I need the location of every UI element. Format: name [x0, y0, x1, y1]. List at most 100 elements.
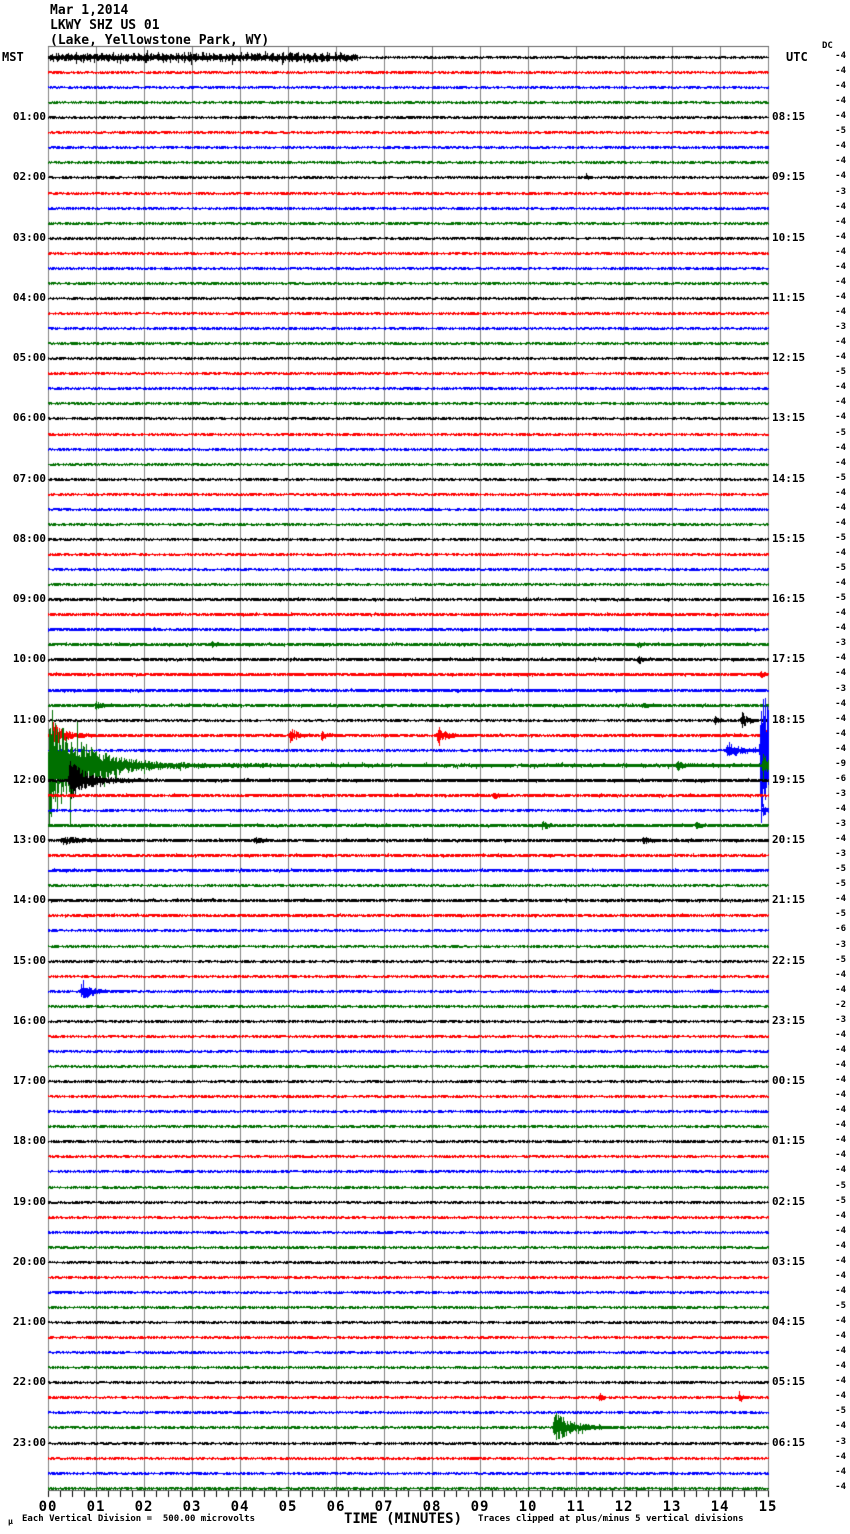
dc-offset-value: -4 — [835, 217, 846, 227]
utc-hour-label: 22:15 — [772, 954, 806, 967]
dc-offset-value: -5 — [835, 1196, 846, 1206]
utc-hour-label: 06:15 — [772, 1436, 806, 1449]
clip-note: Traces clipped at plus/minus 5 vertical … — [478, 1514, 744, 1524]
utc-hour-label: 19:15 — [772, 773, 806, 786]
minute-tick-label: 12 — [614, 1499, 634, 1515]
dc-offset-value: -4 — [835, 744, 846, 754]
dc-offset-value: -4 — [835, 985, 846, 995]
left-timezone-label: MST — [2, 50, 24, 64]
dc-offset-value: -4 — [835, 1075, 846, 1085]
dc-offset-value: -3 — [835, 1437, 846, 1447]
dc-offset-value: -3 — [835, 638, 846, 648]
dc-offset-value: -4 — [835, 1286, 846, 1296]
dc-offset-value: -4 — [835, 699, 846, 709]
dc-offset-value: -4 — [835, 1135, 846, 1145]
dc-offset-value: -4 — [835, 382, 846, 392]
mst-hour-label: 20:00 — [12, 1255, 46, 1268]
utc-hour-label: 12:15 — [772, 351, 806, 364]
dc-offset-value: -4 — [835, 1346, 846, 1356]
dc-offset-value: -5 — [835, 1406, 846, 1416]
dc-offset-value: -4 — [835, 503, 846, 513]
minute-tick-label: 11 — [566, 1499, 586, 1515]
dc-offset-value: -4 — [835, 1452, 846, 1462]
dc-offset-value: -4 — [835, 277, 846, 287]
utc-hour-label: 17:15 — [772, 652, 806, 665]
minute-tick-label: 03 — [182, 1499, 202, 1515]
record-date: Mar 1,2014 — [50, 3, 129, 18]
x-axis-title: TIME (MINUTES) — [344, 1511, 463, 1527]
dc-offset-value: -5 — [835, 126, 846, 136]
utc-hour-label: 05:15 — [772, 1375, 806, 1388]
dc-offset-value: -4 — [835, 1030, 846, 1040]
dc-offset-value: -6 — [835, 774, 846, 784]
minute-tick-label: 04 — [230, 1499, 250, 1515]
dc-offset-value: -4 — [835, 307, 846, 317]
utc-hour-label: 09:15 — [772, 170, 806, 183]
mst-hour-label: 12:00 — [12, 773, 46, 786]
mst-hour-label: 09:00 — [12, 592, 46, 605]
minute-tick-label: 00 — [38, 1499, 58, 1515]
dc-offset-value: -5 — [835, 955, 846, 965]
dc-offset-value: -4 — [835, 66, 846, 76]
minute-tick-label: 06 — [326, 1499, 346, 1515]
dc-offset-value: -5 — [835, 1181, 846, 1191]
mst-hour-label: 15:00 — [12, 954, 46, 967]
dc-offset-value: -5 — [835, 473, 846, 483]
dc-offset-value: -3 — [835, 187, 846, 197]
dc-offset-value: -4 — [835, 292, 846, 302]
mst-hour-label: 11:00 — [12, 713, 46, 726]
mst-hour-label: 03:00 — [12, 231, 46, 244]
dc-offset-value: -4 — [835, 668, 846, 678]
dc-offset-value: -3 — [835, 1015, 846, 1025]
dc-offset-value: -5 — [835, 864, 846, 874]
dc-offset-value: -4 — [835, 1060, 846, 1070]
dc-offset-value: -2 — [835, 1000, 846, 1010]
utc-hour-label: 21:15 — [772, 893, 806, 906]
dc-offset-value: -4 — [835, 81, 846, 91]
minute-tick-label: 01 — [86, 1499, 106, 1515]
mst-hour-label: 16:00 — [12, 1014, 46, 1027]
dc-offset-value: -3 — [835, 849, 846, 859]
mst-hour-label: 21:00 — [12, 1315, 46, 1328]
dc-offset-value: -4 — [835, 518, 846, 528]
utc-hour-label: 13:15 — [772, 411, 806, 424]
dc-offset-value: -4 — [835, 714, 846, 724]
dc-offset-value: -4 — [835, 262, 846, 272]
dc-offset-value: -4 — [835, 1226, 846, 1236]
dc-offset-value: -3 — [835, 819, 846, 829]
dc-offset-value: -4 — [835, 1120, 846, 1130]
dc-offset-value: -4 — [835, 1256, 846, 1266]
utc-hour-label: 15:15 — [772, 532, 806, 545]
dc-offset-value: -5 — [835, 367, 846, 377]
utc-hour-label: 14:15 — [772, 472, 806, 485]
minute-tick-label: 13 — [662, 1499, 682, 1515]
dc-offset-value: -4 — [835, 1316, 846, 1326]
utc-hour-label: 02:15 — [772, 1195, 806, 1208]
dc-offset-value: -4 — [835, 1482, 846, 1492]
mst-hour-label: 19:00 — [12, 1195, 46, 1208]
dc-offset-value: -4 — [835, 337, 846, 347]
dc-offset-value: -4 — [835, 247, 846, 257]
dc-offset-value: -4 — [835, 352, 846, 362]
minute-tick-label: 07 — [374, 1499, 394, 1515]
mst-hour-label: 14:00 — [12, 893, 46, 906]
dc-offset-value: -4 — [835, 1150, 846, 1160]
dc-offset-value: -4 — [835, 834, 846, 844]
dc-offset-value: -6 — [835, 924, 846, 934]
minute-tick-label: 05 — [278, 1499, 298, 1515]
dc-offset-value: -3 — [835, 789, 846, 799]
minute-tick-label: 09 — [470, 1499, 490, 1515]
dc-offset-value: -4 — [835, 51, 846, 61]
dc-offset-value: -4 — [835, 970, 846, 980]
dc-offset-value: -4 — [835, 894, 846, 904]
dc-offset-value: -4 — [835, 1421, 846, 1431]
utc-hour-label: 04:15 — [772, 1315, 806, 1328]
dc-offset-value: -5 — [835, 593, 846, 603]
dc-offset-value: -4 — [835, 608, 846, 618]
dc-offset-value: -4 — [835, 1165, 846, 1175]
mst-hour-label: 10:00 — [12, 652, 46, 665]
minute-tick-label: 08 — [422, 1499, 442, 1515]
dc-offset-value: -4 — [835, 1105, 846, 1115]
mst-hour-label: 05:00 — [12, 351, 46, 364]
